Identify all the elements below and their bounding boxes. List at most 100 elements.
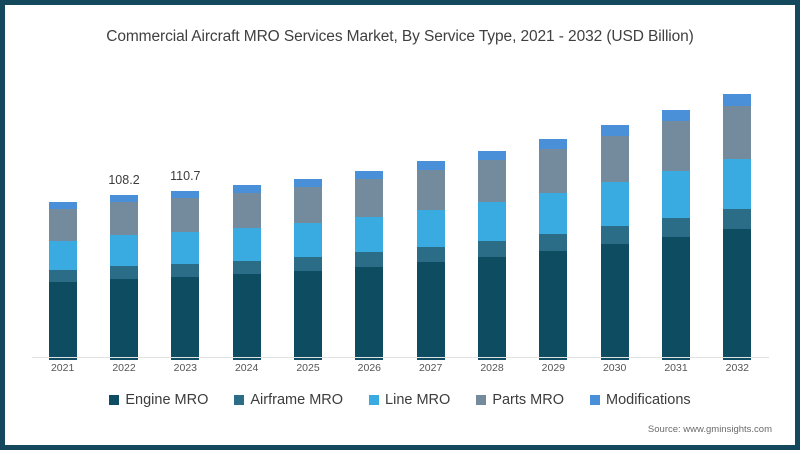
bar-segment-engine-mro bbox=[355, 266, 384, 360]
bar-2027[interactable] bbox=[416, 161, 445, 360]
x-tick-2025: 2025 bbox=[296, 362, 320, 374]
bar-segment-parts-mro bbox=[294, 186, 322, 223]
x-axis-baseline bbox=[32, 357, 769, 358]
bar-segment-engine-mro bbox=[478, 256, 506, 360]
bar-2022[interactable] bbox=[110, 194, 138, 360]
bar-segment-parts-mro bbox=[48, 209, 77, 241]
bar-2025[interactable] bbox=[294, 178, 322, 360]
x-tick-2024: 2024 bbox=[234, 362, 259, 374]
chart-legend: Engine MRO Airframe MRO Line MRO Parts MRO M… bbox=[0, 392, 800, 408]
bar-segment-airframe-mro bbox=[355, 252, 384, 267]
legend-label: Engine MRO bbox=[125, 392, 209, 408]
x-tick-2027: 2027 bbox=[418, 362, 443, 374]
source-credit: Source: www.gminsights.com bbox=[647, 424, 772, 435]
bar-segment-engine-mro bbox=[232, 273, 261, 360]
bar-segment-engine-mro bbox=[723, 228, 752, 360]
legend-swatch-icon bbox=[369, 395, 380, 405]
legend-item-airframe-mro[interactable]: Airframe MRO bbox=[234, 392, 343, 408]
bar-segment-line-mro bbox=[110, 235, 138, 266]
legend-item-line-mro[interactable]: Line MRO bbox=[369, 392, 450, 408]
bar-segment-line-mro bbox=[600, 182, 629, 227]
bar-segment-airframe-mro bbox=[110, 265, 138, 279]
bar-2024[interactable] bbox=[232, 185, 261, 360]
bar-segment-engine-mro bbox=[294, 270, 322, 360]
bar-segment-airframe-mro bbox=[416, 246, 445, 262]
bar-segment-parts-mro bbox=[600, 135, 629, 183]
bar-segment-line-mro bbox=[478, 201, 506, 241]
bar-segment-line-mro bbox=[539, 192, 568, 235]
x-tick-2032: 2032 bbox=[725, 362, 749, 374]
bar-segment-airframe-mro bbox=[539, 234, 568, 252]
x-tick-2028: 2028 bbox=[480, 362, 504, 374]
bar-segment-modifications bbox=[48, 201, 77, 210]
bar-segment-line-mro bbox=[232, 227, 261, 261]
bar-segment-engine-mro bbox=[416, 261, 445, 360]
bar-segment-parts-mro bbox=[416, 170, 445, 210]
bar-segment-line-mro bbox=[48, 240, 77, 271]
legend-label: Line MRO bbox=[385, 392, 451, 408]
bar-segment-engine-mro bbox=[48, 282, 77, 360]
bar-segment-parts-mro bbox=[662, 121, 690, 172]
bar-segment-line-mro bbox=[723, 159, 752, 209]
bar-segment-line-mro bbox=[294, 222, 322, 257]
bar-segment-airframe-mro bbox=[171, 263, 200, 277]
bar-2028[interactable] bbox=[478, 150, 506, 360]
bar-segment-engine-mro bbox=[539, 251, 568, 360]
bar-segment-modifications bbox=[355, 170, 384, 180]
bar-segment-parts-mro bbox=[171, 198, 200, 232]
bar-segment-modifications bbox=[232, 185, 261, 194]
bar-2021[interactable] bbox=[48, 201, 77, 360]
bar-segment-modifications bbox=[600, 125, 629, 136]
bar-2032[interactable] bbox=[723, 94, 752, 360]
bar-2029[interactable] bbox=[539, 139, 568, 360]
legend-swatch-icon bbox=[590, 395, 601, 405]
legend-swatch-icon bbox=[476, 395, 487, 405]
bar-segment-parts-mro bbox=[539, 149, 568, 193]
bar-segment-parts-mro bbox=[355, 179, 384, 217]
bar-segment-airframe-mro bbox=[723, 208, 752, 229]
legend-item-engine-mro[interactable]: Engine MRO bbox=[109, 392, 208, 408]
x-tick-2029: 2029 bbox=[541, 362, 565, 374]
bar-segment-airframe-mro bbox=[232, 260, 261, 274]
x-tick-2031: 2031 bbox=[664, 362, 688, 374]
bar-segment-line-mro bbox=[662, 171, 690, 218]
bar-segment-parts-mro bbox=[478, 160, 506, 202]
bar-segment-engine-mro bbox=[110, 278, 138, 360]
bar-segment-modifications bbox=[539, 139, 568, 150]
x-tick-2021: 2021 bbox=[50, 362, 75, 374]
bar-2023[interactable] bbox=[171, 191, 200, 360]
bar-segment-line-mro bbox=[171, 231, 200, 264]
bar-segment-modifications bbox=[723, 94, 752, 107]
bar-segment-modifications bbox=[416, 161, 445, 171]
bar-segment-airframe-mro bbox=[662, 217, 690, 237]
plot-area bbox=[32, 70, 768, 360]
chart-title: Commercial Aircraft MRO Services Market,… bbox=[106, 28, 694, 45]
bar-value-label-2023: 110.7 bbox=[170, 169, 201, 184]
bar-segment-parts-mro bbox=[110, 202, 138, 236]
bar-segment-line-mro bbox=[355, 216, 384, 253]
legend-label: Airframe MRO bbox=[250, 392, 344, 408]
bar-segment-engine-mro bbox=[171, 276, 200, 360]
bar-2030[interactable] bbox=[600, 125, 629, 360]
x-tick-2022: 2022 bbox=[112, 362, 136, 374]
bar-segment-engine-mro bbox=[662, 236, 690, 360]
legend-item-parts-mro[interactable]: Parts MRO bbox=[476, 392, 564, 408]
bar-segment-airframe-mro bbox=[478, 240, 506, 257]
bar-segment-parts-mro bbox=[723, 106, 752, 159]
bar-segment-modifications bbox=[294, 178, 322, 187]
legend-label: Parts MRO bbox=[492, 392, 565, 408]
bar-segment-modifications bbox=[478, 150, 506, 161]
bar-segment-airframe-mro bbox=[294, 256, 322, 271]
bar-2031[interactable] bbox=[662, 110, 690, 360]
bar-segment-modifications bbox=[110, 194, 138, 203]
x-tick-2026: 2026 bbox=[357, 362, 381, 374]
bar-2026[interactable] bbox=[355, 170, 384, 360]
bar-segment-modifications bbox=[171, 191, 200, 199]
legend-swatch-icon bbox=[234, 395, 245, 405]
bar-segment-modifications bbox=[662, 110, 690, 122]
x-tick-2030: 2030 bbox=[602, 362, 627, 374]
bar-segment-airframe-mro bbox=[600, 226, 629, 245]
x-tick-2023: 2023 bbox=[173, 362, 197, 374]
legend-item-modifications[interactable]: Modifications bbox=[590, 392, 691, 408]
